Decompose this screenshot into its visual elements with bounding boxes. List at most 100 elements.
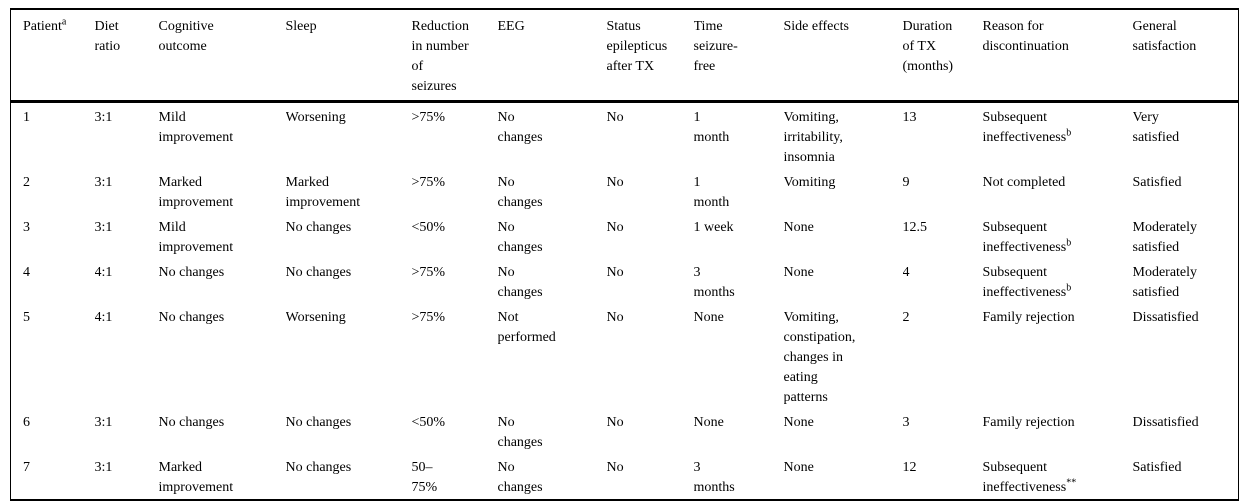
- cell-cognitive_outcome: Marked improvement: [159, 453, 286, 500]
- column-header-label: Reduction in number of seizures: [411, 19, 470, 94]
- cell-patient: 5: [11, 303, 95, 408]
- cell-patient: 3: [11, 213, 95, 258]
- cell-text: <50%: [411, 414, 446, 430]
- cell-time_seizure_free: 1 month: [694, 101, 784, 168]
- cell-text: No: [606, 309, 624, 325]
- column-header-label: Diet ratio: [94, 19, 121, 54]
- cell-text: None: [783, 219, 814, 235]
- table-row: 4 4:1 No changes No changes >75% No changes No…: [11, 258, 1239, 303]
- column-header-general_satisfaction: General satisfaction: [1132, 9, 1239, 103]
- cell-text: Satisfied: [1132, 459, 1182, 475]
- cell-text: <50%: [411, 219, 446, 235]
- cell-eeg: No changes: [498, 101, 607, 168]
- cell-text: Dissatisfied: [1132, 414, 1199, 430]
- cell-duration_tx: 12: [903, 453, 983, 500]
- cell-text: 3 months: [693, 459, 735, 495]
- patients-outcome-table-wrap: Patienta Diet ratio Cognitive outcome Sleep…: [10, 8, 1239, 501]
- cell-diet_ratio: 4:1: [95, 258, 159, 303]
- cell-eeg: No changes: [498, 168, 607, 213]
- cell-text: No changes: [285, 219, 352, 235]
- cell-duration_tx: 9: [903, 168, 983, 213]
- cell-text: Vomiting, constipation, changes in eatin…: [783, 309, 856, 405]
- cell-sleep: Worsening: [286, 303, 412, 408]
- cell-text: 6: [23, 414, 30, 430]
- cell-time_seizure_free: 1 month: [694, 168, 784, 213]
- column-header-label: EEG: [497, 19, 525, 34]
- cell-time_seizure_free: 1 week: [694, 213, 784, 258]
- cell-text: 1 month: [693, 174, 730, 210]
- cell-text: No changes: [497, 174, 543, 210]
- cell-text: >75%: [411, 309, 446, 325]
- cell-reason_discontinuation: Subsequent ineffectivenessb: [983, 213, 1133, 258]
- cell-status_epilepticus: No: [607, 168, 694, 213]
- column-header-duration_tx: Duration of TX (months): [902, 9, 983, 103]
- cell-sleep: Marked improvement: [286, 168, 412, 213]
- cell-diet_ratio: 3:1: [95, 408, 159, 453]
- cell-text: No changes: [285, 264, 352, 280]
- cell-text: Mild improvement: [158, 219, 234, 255]
- cell-cognitive_outcome: No changes: [159, 258, 286, 303]
- cell-text: 4:1: [94, 264, 113, 280]
- cell-cognitive_outcome: No changes: [159, 408, 286, 453]
- cell-text: Moderately satisfied: [1132, 264, 1198, 300]
- column-header-label: Time seizure- free: [693, 19, 738, 74]
- cell-cognitive_outcome: Mild improvement: [159, 213, 286, 258]
- cell-text: No changes: [497, 459, 543, 495]
- column-header-side_effects: Side effects: [783, 9, 903, 103]
- cell-duration_tx: 3: [903, 408, 983, 453]
- cell-text: Satisfied: [1132, 174, 1182, 190]
- cell-text: No: [606, 414, 624, 430]
- cell-text: 3:1: [94, 174, 113, 190]
- table-row: 5 4:1 No changes Worsening >75% Not performed…: [11, 303, 1239, 408]
- cell-text: Subsequent ineffectiveness: [982, 219, 1067, 255]
- cell-text: No changes: [285, 414, 352, 430]
- column-header-time_seizure_free: Time seizure- free: [693, 9, 784, 103]
- cell-text: None: [783, 414, 814, 430]
- cell-text: No: [606, 264, 624, 280]
- cell-text: Very satisfied: [1132, 109, 1180, 145]
- cell-text: >75%: [411, 174, 446, 190]
- cell-text: 1 month: [693, 109, 730, 145]
- cell-time_seizure_free: None: [694, 303, 784, 408]
- cell-general_satisfaction: Satisfied: [1133, 453, 1239, 500]
- cell-duration_tx: 13: [903, 101, 983, 168]
- cell-sleep: No changes: [286, 408, 412, 453]
- cell-text: 3:1: [94, 109, 113, 125]
- cell-status_epilepticus: No: [607, 303, 694, 408]
- cell-text: No changes: [497, 414, 543, 450]
- cell-side_effects: None: [784, 258, 903, 303]
- column-header-label: Patient: [23, 19, 62, 34]
- cell-text: No: [606, 459, 624, 475]
- cell-eeg: No changes: [498, 213, 607, 258]
- cell-text: 3:1: [94, 414, 113, 430]
- cell-status_epilepticus: No: [607, 101, 694, 168]
- cell-text: No: [606, 174, 624, 190]
- cell-status_epilepticus: No: [607, 213, 694, 258]
- cell-text: None: [783, 264, 814, 280]
- cell-eeg: Not performed: [498, 303, 607, 408]
- cell-text: Subsequent ineffectiveness: [982, 459, 1067, 495]
- column-header-label: Sleep: [285, 19, 317, 34]
- cell-text: No changes: [158, 414, 225, 430]
- cell-text: 12.5: [902, 219, 928, 235]
- column-header-label: Cognitive outcome: [158, 19, 214, 54]
- cell-text: Worsening: [285, 309, 346, 325]
- cell-cognitive_outcome: No changes: [159, 303, 286, 408]
- column-header-seizure_reduction: Reduction in number of seizures: [411, 9, 498, 103]
- cell-text: Moderately satisfied: [1132, 219, 1198, 255]
- cell-text: None: [693, 309, 724, 325]
- header-row: Patienta Diet ratio Cognitive outcome Sleep…: [10, 9, 1239, 103]
- cell-patient: 2: [11, 168, 95, 213]
- cell-text: 1: [23, 109, 30, 125]
- cell-seizure_reduction: <50%: [412, 213, 498, 258]
- column-header-sleep: Sleep: [285, 9, 412, 103]
- cell-text: Not performed: [497, 309, 556, 345]
- cell-text: No: [606, 219, 624, 235]
- cell-reason_discontinuation: Subsequent ineffectivenessb: [983, 258, 1133, 303]
- cell-side_effects: None: [784, 213, 903, 258]
- cell-text: No changes: [158, 309, 225, 325]
- cell-text: Worsening: [285, 109, 346, 125]
- cell-seizure_reduction: 50– 75%: [412, 453, 498, 500]
- cell-text: >75%: [411, 264, 446, 280]
- cell-side_effects: Vomiting: [784, 168, 903, 213]
